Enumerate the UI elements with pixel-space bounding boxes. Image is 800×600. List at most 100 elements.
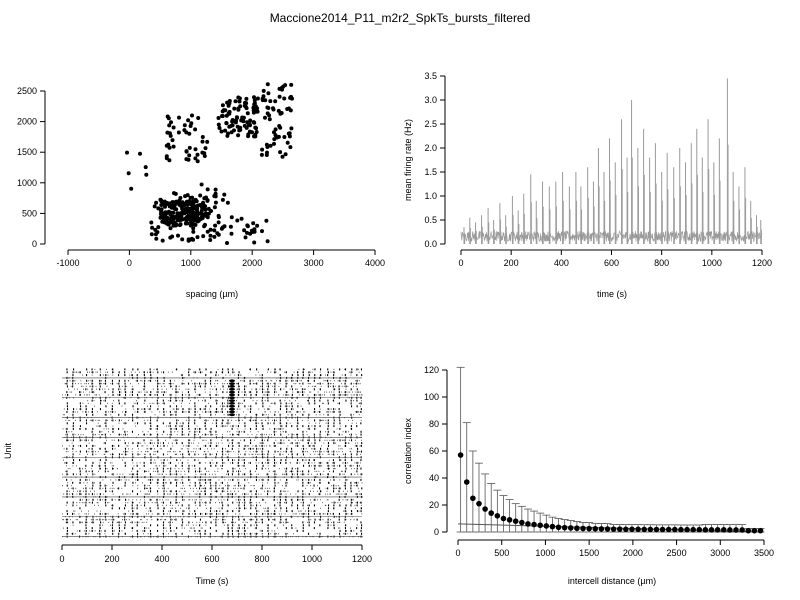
spike [78,445,80,447]
spike [252,383,254,385]
spike [94,445,96,447]
spike [85,408,87,411]
spike [360,408,362,411]
spike [102,499,104,501]
spike [205,439,207,441]
spike [82,411,84,413]
spike [89,479,90,481]
spike [194,411,195,413]
spike [327,461,329,464]
data-point [289,126,294,131]
spike [319,481,321,484]
spike [179,425,180,427]
x-axis-label: intercell distance (µm) [568,576,656,586]
data-point [267,117,272,122]
spike [150,532,152,535]
spike [215,380,216,382]
spike [112,518,114,521]
spike [91,374,93,376]
dense-event-spike [229,382,235,385]
spike [299,470,301,472]
spike [166,411,167,413]
spike [86,374,88,377]
spike [176,481,178,484]
spike [315,422,317,424]
spike [83,487,84,489]
spike [223,414,225,416]
spike [176,493,178,496]
data-point [233,99,238,104]
data-point [243,235,248,240]
spike [181,391,183,393]
data-point [129,186,134,191]
spike [104,414,106,416]
spike [356,481,358,484]
data-point [182,128,187,133]
spike [88,448,90,450]
spike [201,371,203,373]
spike [234,459,236,461]
spike [204,473,206,476]
spike [250,518,252,521]
y-axis-label: correlation index [403,417,413,484]
spike [360,430,362,433]
spike [132,490,134,493]
spike [106,485,108,487]
spike [85,532,87,535]
spike [127,493,129,495]
spike [249,431,251,433]
spike [156,368,158,371]
spike [271,434,272,436]
data-point [171,220,175,225]
spike [250,498,252,501]
rate-trace [460,229,763,243]
spike [295,527,297,529]
dense-event-spike [229,407,235,411]
spike [62,394,63,396]
spike [75,487,77,489]
spike [250,524,252,527]
spike [238,448,240,450]
spike [157,379,159,382]
data-point [232,106,237,111]
spike [169,470,171,473]
spike [319,405,321,408]
spike [349,448,351,450]
spike [289,470,291,472]
spike [89,385,91,387]
spike [265,380,267,382]
spike [238,498,240,501]
spike [132,442,134,445]
spike [252,419,254,421]
spike [231,493,233,496]
spike [111,490,113,493]
spike [240,402,242,404]
spike [339,504,341,507]
spike [356,382,358,385]
spike [222,368,224,371]
spike [176,453,177,455]
data-point [261,94,266,99]
spike [166,468,168,470]
spike [174,453,176,455]
spike [145,453,146,455]
spike [162,453,164,456]
spike [62,445,63,447]
spike [293,408,295,410]
spike [159,473,161,475]
spike [237,487,239,489]
spike [227,368,229,371]
spike [284,371,286,373]
spike [240,374,242,376]
spike [279,408,281,411]
spike [356,410,358,413]
spike [137,408,139,411]
spike [350,374,352,376]
spike [66,465,67,467]
spike [89,394,90,396]
spike [310,482,311,484]
spike [136,402,138,405]
spike [359,394,361,396]
spike [360,368,362,371]
spike [110,414,112,416]
